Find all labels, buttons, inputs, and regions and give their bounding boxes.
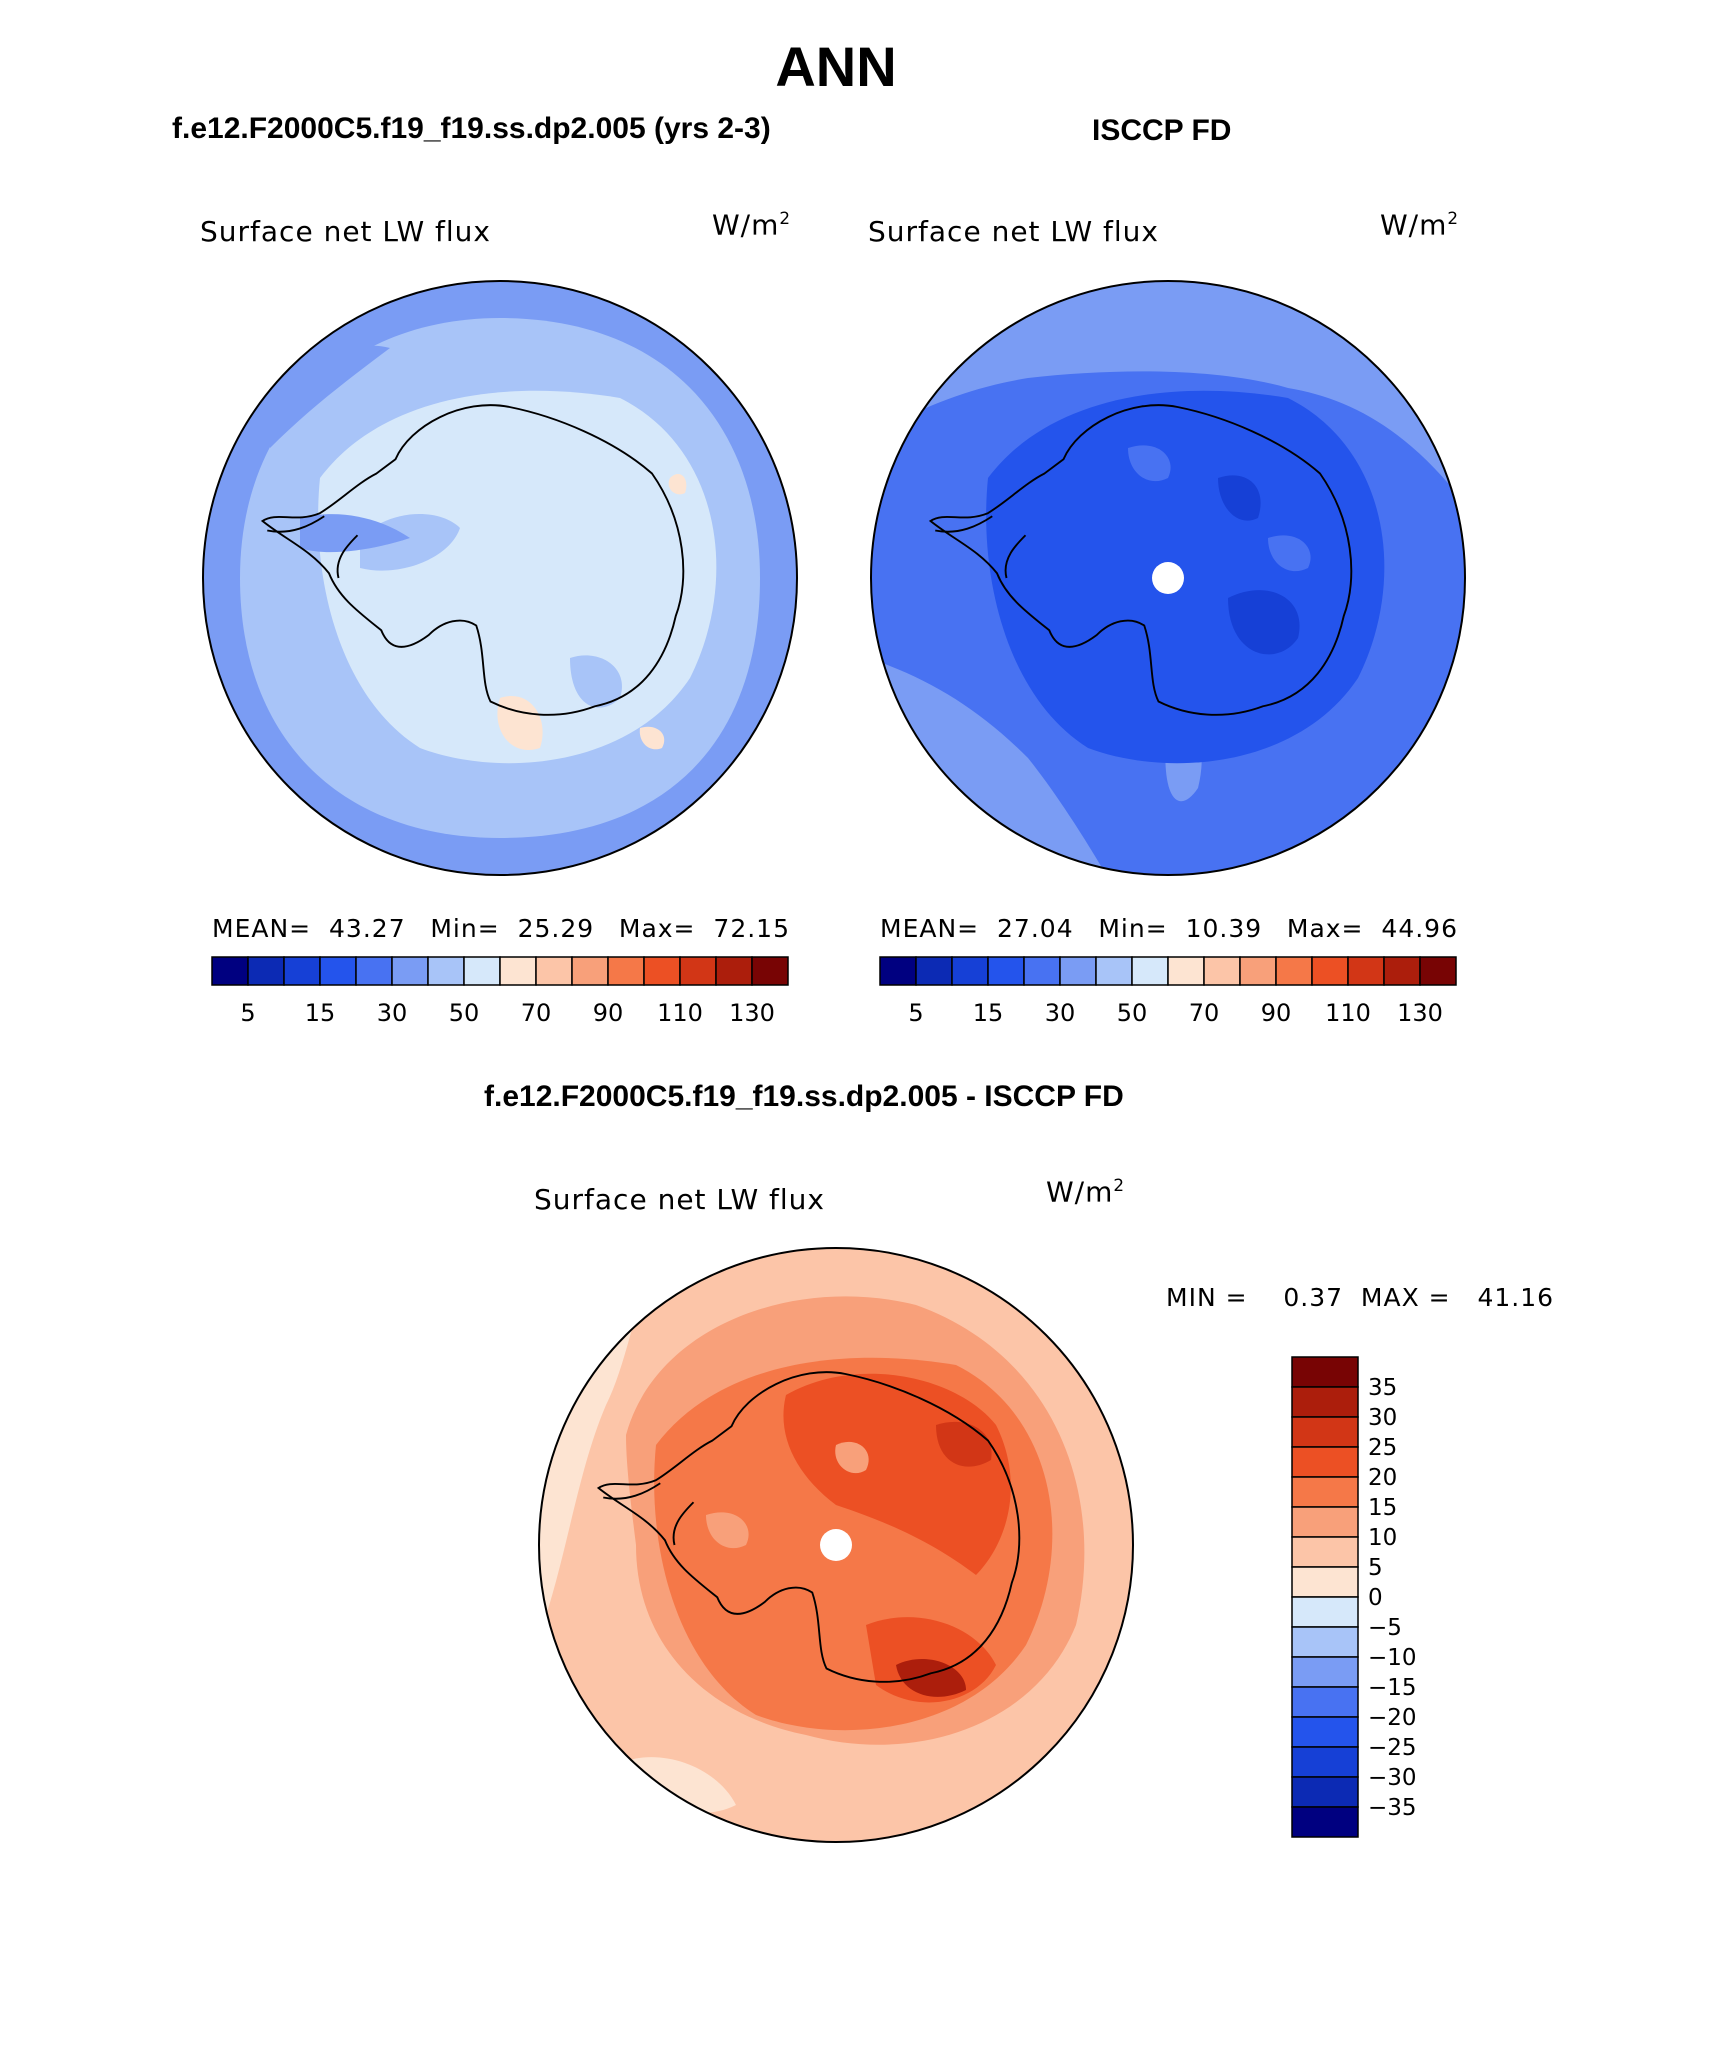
colorbar-swatch: [1291, 1716, 1359, 1748]
colorbar-tick-label: 5: [908, 999, 923, 1027]
colorbar-tick-label: 70: [521, 999, 552, 1027]
colorbar-tick-label: 15: [305, 999, 336, 1027]
colorbar-swatch: [427, 956, 465, 986]
colorbar-swatch: [1291, 1536, 1359, 1568]
colorbar-tick-label: 90: [593, 999, 624, 1027]
colorbar-swatch: [643, 956, 681, 986]
colorbar-swatch: [247, 956, 285, 986]
colorbar-tick-label: −20: [1368, 1705, 1417, 1731]
colorbar-horizontal: 5 15 30 50 70 90 110 130: [879, 956, 1457, 1027]
colorbar-swatch: [1291, 1476, 1359, 1508]
colorbar-tick-label: 50: [1117, 999, 1148, 1027]
colorbar-tick-label: 20: [1368, 1465, 1397, 1491]
colorbar-tick-label: 130: [729, 999, 775, 1027]
colorbar-tick-label: 15: [973, 999, 1004, 1027]
colorbar-swatch: [1167, 956, 1205, 986]
colorbar-tick-label: 10: [1368, 1525, 1397, 1551]
colorbar-swatch: [607, 956, 645, 986]
colorbar-swatch: [1291, 1446, 1359, 1478]
colorbar-swatch: [987, 956, 1025, 986]
colorbar-swatch: [355, 956, 393, 986]
colorbar-swatch: [1291, 1506, 1359, 1538]
colorbar-swatch: [1291, 1806, 1359, 1838]
colorbar-tick-label: −30: [1368, 1765, 1417, 1791]
panel-variable-label: Surface net LW flux: [868, 215, 1159, 248]
colorbar-tick-label: 110: [657, 999, 703, 1027]
colorbar-swatch: [1203, 956, 1241, 986]
colorbar-swatch: [915, 956, 953, 986]
panel-header-diff: f.e12.F2000C5.f19_f19.ss.dp2.005 - ISCCP…: [484, 1080, 1124, 1113]
colorbar-swatch: [1291, 1626, 1359, 1658]
stats-line: MEAN= 43.27 Min= 25.29 Max= 72.15: [212, 914, 790, 943]
colorbar-swatch: [951, 956, 989, 986]
colorbar-swatch: [391, 956, 429, 986]
colorbar-vertical: 35 30 25 20 15 10 5 0 −5 −10 −15 −20 −25 −30 −35: [1291, 1356, 1417, 1838]
colorbar-tick-label: 30: [1368, 1405, 1397, 1431]
colorbar-tick-label: 5: [1368, 1555, 1383, 1581]
colorbar-swatch: [571, 956, 609, 986]
colorbar-swatch: [319, 956, 357, 986]
colorbar-swatch: [1059, 956, 1097, 986]
panel-header-model: f.e12.F2000C5.f19_f19.ss.dp2.005 (yrs 2-…: [172, 112, 771, 145]
colorbar-tick-label: −35: [1368, 1795, 1417, 1821]
colorbar-swatch: [1095, 956, 1133, 986]
panel-header-obs: ISCCP FD: [1092, 114, 1232, 147]
colorbar-swatch: [1291, 1686, 1359, 1718]
colorbar-swatch: [879, 956, 917, 986]
colorbar-tick-label: 25: [1368, 1435, 1397, 1461]
map-difference: [538, 1247, 1134, 1843]
colorbar-swatch: [679, 956, 717, 986]
colorbar-swatch: [1275, 956, 1313, 986]
colorbar-tick-label: 130: [1397, 999, 1443, 1027]
colorbar-tick-label: 30: [1045, 999, 1076, 1027]
panel-units-label: W/m2: [1380, 208, 1460, 242]
colorbar-tick-label: −10: [1368, 1645, 1417, 1671]
colorbar-tick-label: −15: [1368, 1675, 1417, 1701]
colorbar-tick-label: 50: [449, 999, 480, 1027]
colorbar-tick-label: 5: [240, 999, 255, 1027]
panel-units-label: W/m2: [1046, 1175, 1126, 1209]
map-obs: [870, 280, 1466, 876]
colorbar-swatch: [283, 956, 321, 986]
colorbar-swatch: [463, 956, 501, 986]
colorbar-tick-label: 110: [1325, 999, 1371, 1027]
colorbar-swatch: [499, 956, 537, 986]
colorbar-horizontal: 5 15 30 50 70 90 110 130: [211, 956, 789, 1027]
colorbar-swatch: [1291, 1656, 1359, 1688]
colorbar-swatch: [751, 956, 789, 986]
min-max-readout: MIN = 0.37 MAX = 41.16: [1166, 1283, 1555, 1312]
stats-line: MEAN= 27.04 Min= 10.39 Max= 44.96: [880, 914, 1458, 943]
colorbar-swatch: [1291, 1566, 1359, 1598]
colorbar-tick-label: −5: [1368, 1615, 1402, 1641]
colorbar-swatch: [1291, 1596, 1359, 1628]
colorbar-swatch: [211, 956, 249, 986]
colorbar-tick-label: 35: [1368, 1375, 1397, 1401]
colorbar-swatch: [1291, 1356, 1359, 1388]
colorbar-tick-label: 15: [1368, 1495, 1397, 1521]
colorbar-swatch: [1291, 1776, 1359, 1808]
colorbar-tick-label: −25: [1368, 1735, 1417, 1761]
map-model: [202, 280, 798, 876]
page-title: ANN: [775, 35, 897, 98]
colorbar-tick-label: 0: [1368, 1585, 1383, 1611]
colorbar-swatch: [1347, 956, 1385, 986]
panel-variable-label: Surface net LW flux: [534, 1183, 825, 1216]
colorbar-swatch: [535, 956, 573, 986]
colorbar-swatch: [715, 956, 753, 986]
colorbar-swatch: [1383, 956, 1421, 986]
colorbar-swatch: [1291, 1416, 1359, 1448]
colorbar-swatch: [1023, 956, 1061, 986]
colorbar-swatch: [1291, 1746, 1359, 1778]
panel-units-label: W/m2: [712, 208, 792, 242]
panel-variable-label: Surface net LW flux: [200, 215, 491, 248]
colorbar-swatch: [1131, 956, 1169, 986]
colorbar-tick-label: 30: [377, 999, 408, 1027]
colorbar-swatch: [1419, 956, 1457, 986]
colorbar-swatch: [1239, 956, 1277, 986]
colorbar-tick-label: 70: [1189, 999, 1220, 1027]
colorbar-swatch: [1311, 956, 1349, 986]
colorbar-swatch: [1291, 1386, 1359, 1418]
colorbar-tick-label: 90: [1261, 999, 1292, 1027]
